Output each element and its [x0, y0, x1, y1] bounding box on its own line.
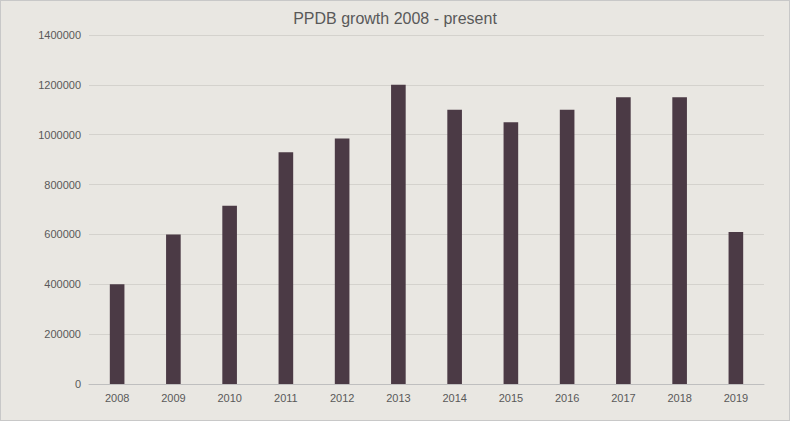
svg-text:400000: 400000	[44, 278, 81, 290]
svg-text:1000000: 1000000	[38, 129, 81, 141]
svg-text:2010: 2010	[217, 392, 241, 404]
svg-text:2017: 2017	[611, 392, 635, 404]
svg-text:1200000: 1200000	[38, 79, 81, 91]
svg-text:2009: 2009	[161, 392, 185, 404]
svg-text:2012: 2012	[330, 392, 354, 404]
svg-text:2015: 2015	[499, 392, 523, 404]
svg-text:2016: 2016	[555, 392, 579, 404]
svg-text:PPDB growth 2008 - present: PPDB growth 2008 - present	[293, 10, 497, 27]
svg-text:2019: 2019	[724, 392, 748, 404]
svg-text:2008: 2008	[105, 392, 129, 404]
svg-text:600000: 600000	[44, 228, 81, 240]
svg-text:200000: 200000	[44, 328, 81, 340]
svg-text:1400000: 1400000	[38, 29, 81, 41]
svg-text:2018: 2018	[667, 392, 691, 404]
svg-text:2011: 2011	[274, 392, 298, 404]
svg-text:0: 0	[75, 378, 81, 390]
svg-text:2014: 2014	[442, 392, 466, 404]
svg-text:2013: 2013	[386, 392, 410, 404]
svg-text:800000: 800000	[44, 179, 81, 191]
